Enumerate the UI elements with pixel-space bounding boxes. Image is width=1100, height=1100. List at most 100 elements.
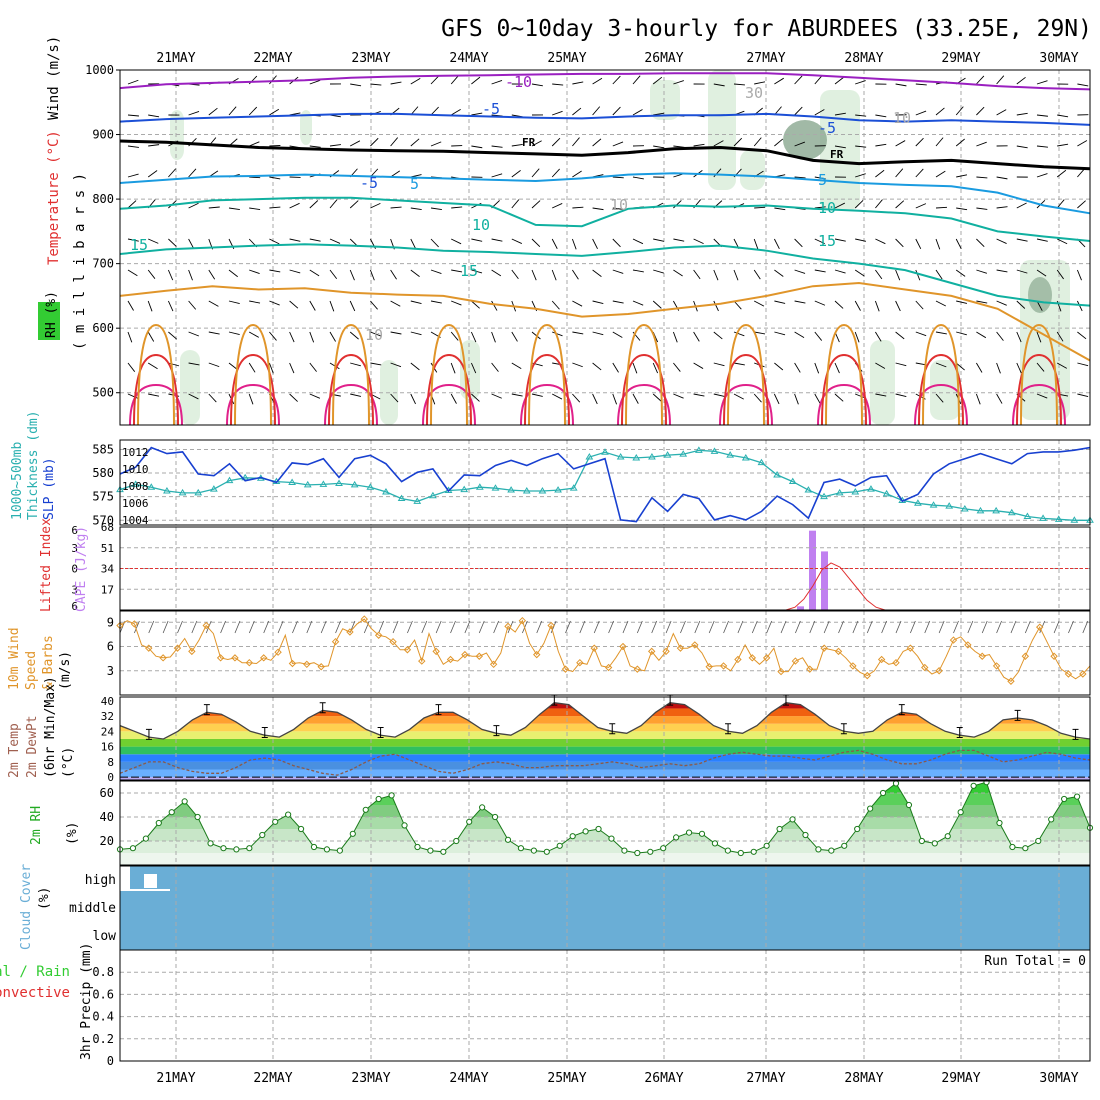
wind-barb [572,269,579,280]
wind-barb [814,362,820,374]
wind-speed-point [403,646,412,654]
wind-barb [127,145,139,148]
rh-point [414,843,421,851]
wind-speed-point [518,616,527,625]
wind-barb [269,300,280,306]
wind-barb [1036,238,1048,242]
wind-barb [349,300,356,312]
wind-barb [773,393,780,405]
panel-frame [119,696,1091,781]
wind-barb [967,620,974,634]
legend-convective: Convective [0,985,70,1001]
wind-barb [766,620,773,634]
rh-point [285,811,292,818]
wind-speed-point [992,662,1001,670]
temp-band [120,761,1090,770]
wind-barb [329,331,336,342]
wind-barb [753,137,762,147]
axis-label: Lifted Index [39,518,54,612]
thickness-point [163,487,171,494]
wind-barb [309,269,320,277]
wind-barb [471,238,483,242]
y-tick-label: 0 [71,563,78,576]
thickness-point [460,485,469,493]
wind-barb [1077,168,1085,178]
minmax-bar [203,704,210,716]
wind-speed-point [1007,677,1015,685]
wind-barb [390,81,402,85]
wind-barb [269,269,281,273]
wind-barb [795,620,801,634]
wind-barb [531,200,541,209]
thickness-point [303,480,312,488]
panel-frame [119,780,1091,866]
wind-barb [127,393,139,399]
rh-point [647,848,654,855]
y-tick-label: 600 [92,321,114,335]
wind-barb [956,174,968,178]
wind-barb [915,168,924,178]
wind-barb [470,331,477,343]
wind-barb [430,207,442,210]
contour-label: FR [522,136,536,149]
thickness-point [882,489,891,497]
wind-speed-point [533,650,541,659]
wind-barb [363,620,370,634]
y-axis-label: 2m Temp 2m DewPt (6hr Min/Max) (°C) [7,676,76,778]
wind-barb [421,620,428,634]
wind-barb [450,620,456,634]
y-tick-label: 0 [107,1054,114,1068]
wind-barb [430,238,439,248]
wind-barb [450,108,461,116]
wind-barb [592,207,604,211]
contour-label: -5 [818,119,836,137]
thickness-point [1039,514,1047,521]
cape-bar [821,551,828,610]
rh-point [466,818,473,825]
y-axis-label: ( m i l l i b a r s ) [72,173,88,350]
wind-barb [147,362,158,370]
wind-barb [579,620,586,634]
wind-barb [838,620,844,634]
rh-point [220,845,227,852]
wind-barb [168,168,177,178]
wind-barb [370,300,378,310]
rh-point [867,805,874,812]
wind-barb [834,362,840,374]
rh-point [543,848,550,855]
wind-barb [753,269,761,280]
wind-barb [162,620,169,634]
wind-barb [350,362,361,367]
axis-label: (m/s) [58,651,73,690]
wind-barb [774,269,784,277]
wind-barb [249,207,261,211]
wind-barb [349,331,359,340]
thickness-point [616,453,625,460]
wind-barb [390,393,399,403]
wind-barb [531,269,537,281]
wind-barb [592,77,603,85]
wind-barb [996,109,1007,116]
wind-barb [1077,83,1089,87]
wind-barb [478,620,485,634]
wind-speed-point [791,657,800,665]
wind-barb [694,620,701,634]
rh-line [119,781,1091,854]
wind-speed-point [734,655,742,664]
minmax-bar [261,727,268,739]
wind-barb [208,107,218,116]
wind-barb [531,83,543,87]
temp-contour [1016,353,1062,426]
temp-contour [1020,323,1058,426]
wind-speed-point [1050,652,1058,660]
wind-speed-point [921,663,929,672]
wind-barb [953,620,959,634]
wind-barb [551,168,560,178]
wind-barb [369,269,375,281]
wind-speed-point [231,654,239,662]
wind-barb [1036,145,1048,148]
wind-barb [834,76,844,85]
wind-barb [693,269,701,280]
wind-barb [854,331,860,343]
